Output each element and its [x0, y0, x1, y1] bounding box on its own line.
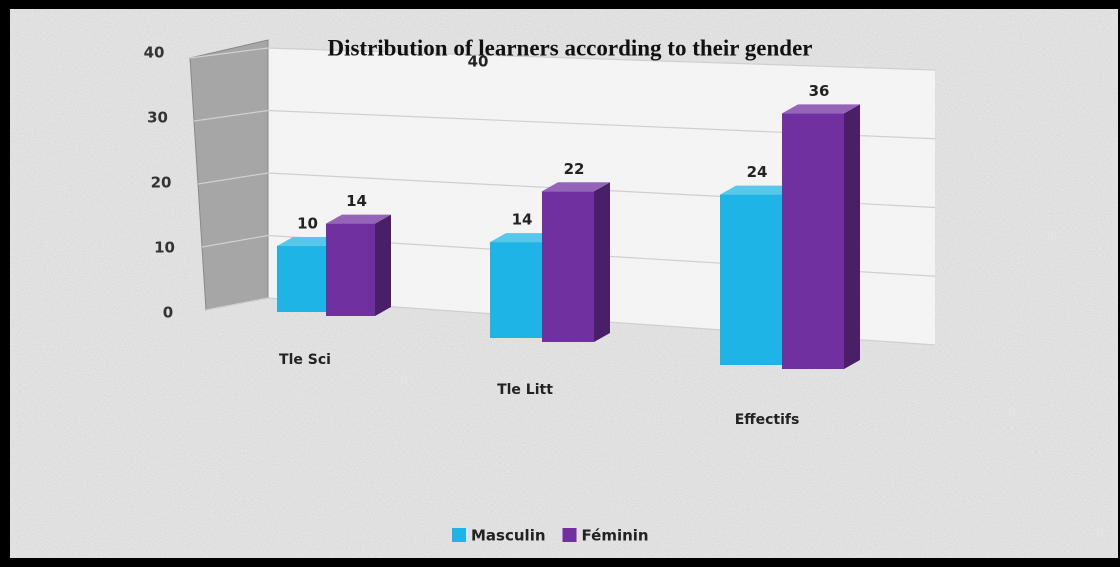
data-label: 36 [809, 82, 830, 100]
x-tick-label: Tle Sci [279, 352, 331, 368]
bar-top [490, 233, 558, 243]
data-label: 10 [297, 215, 318, 233]
y-tick-label: 40 [144, 44, 165, 62]
bar-top [326, 214, 391, 224]
data-label: 14 [346, 192, 367, 210]
annotation: 40 [468, 53, 489, 71]
side-grid-line [189, 47, 269, 59]
x-tick-label: Tle Litt [497, 382, 553, 398]
side-grid-line [205, 297, 269, 311]
bar-front [542, 191, 594, 342]
chart-title: Distribution of learners according to th… [327, 35, 812, 60]
bar [326, 214, 391, 316]
bar-top [542, 182, 610, 192]
y-tick-label: 30 [147, 109, 168, 127]
data-label: 14 [512, 211, 533, 229]
legend-label: Masculin [471, 527, 546, 545]
y-tick-label: 0 [163, 304, 173, 322]
bar-top [720, 185, 798, 195]
y-tick-label: 10 [154, 239, 175, 257]
bar-front [720, 194, 782, 365]
legend-label: Féminin [582, 527, 649, 545]
bar-side [594, 182, 610, 342]
bar-front [277, 246, 326, 312]
data-label: 22 [564, 160, 585, 178]
bar [782, 104, 860, 370]
side-grid-line [193, 109, 269, 122]
bar-front [326, 223, 375, 316]
bar-front [490, 242, 542, 338]
bar [542, 182, 610, 342]
bar-top [277, 237, 342, 246]
bars: Tle Sci 10 14 Tle Litt 14 22 Effectifs 24 36 [277, 82, 860, 428]
side-grid-line [197, 172, 269, 185]
x-tick-label: Effectifs [735, 412, 800, 428]
bar-front [782, 113, 844, 370]
legend-swatch [452, 528, 466, 542]
bar-side [844, 104, 860, 370]
bar-side [375, 214, 391, 316]
y-tick-label: 20 [151, 174, 172, 192]
legend-swatch [562, 528, 577, 542]
side-grid-line [201, 234, 269, 248]
data-label: 24 [747, 163, 768, 181]
legend: Masculin Féminin [452, 527, 649, 545]
grid-line [267, 47, 936, 71]
bar-top [782, 104, 860, 114]
